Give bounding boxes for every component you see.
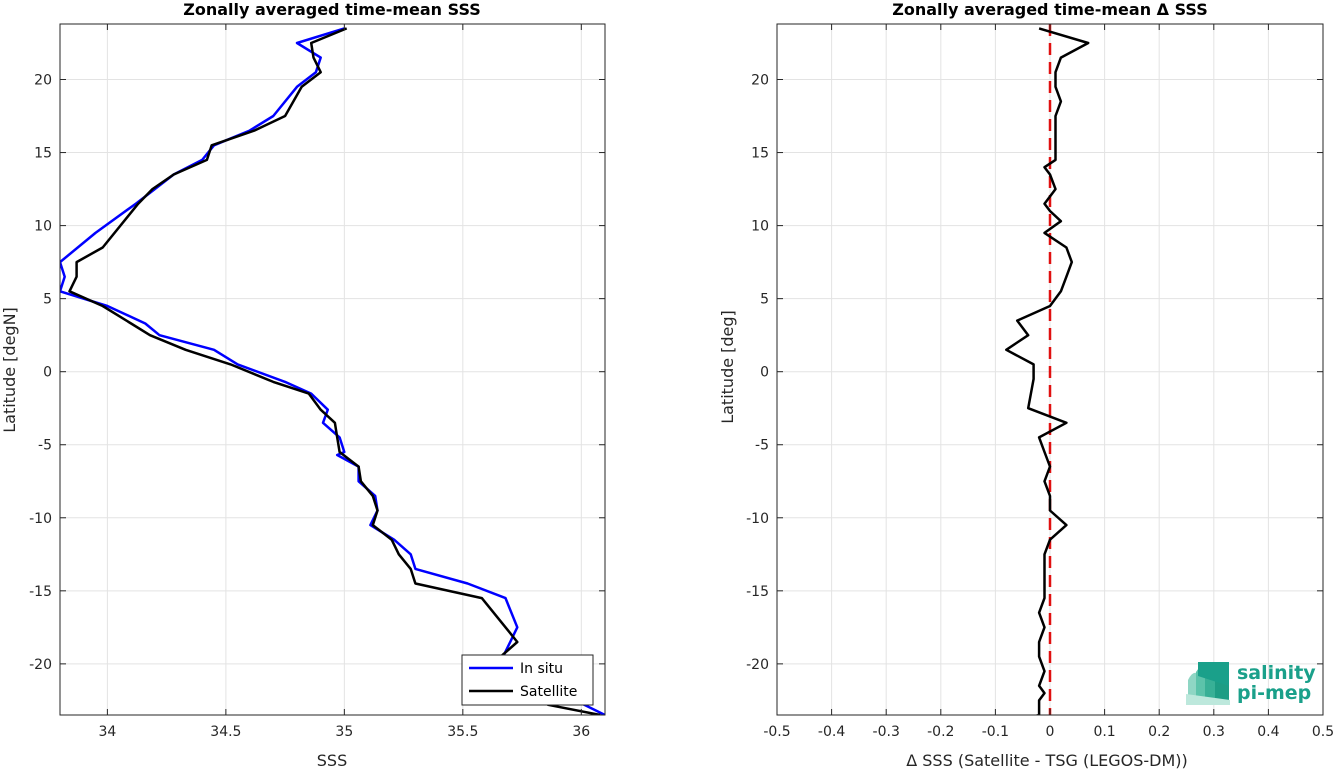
sss-y-tick-label: 20 xyxy=(34,73,52,89)
delta-y-tick-label: -5 xyxy=(755,438,769,454)
delta-x-tick-label: -0.5 xyxy=(763,724,790,740)
sss-series xyxy=(60,27,605,715)
delta-x-tick-label: -0.3 xyxy=(873,724,900,740)
delta-y-tick-label: 0 xyxy=(760,365,769,381)
salinity-pi-mep-logo: salinity pi-mep xyxy=(1186,662,1316,705)
sss-y-label: Latitude [degN] xyxy=(0,307,19,433)
sss-x-tick-label: 36 xyxy=(572,724,590,740)
sss-y-tick-label: 0 xyxy=(43,365,52,381)
logo-wave-icon xyxy=(1186,662,1230,705)
delta-series xyxy=(1005,27,1090,715)
delta-x-tick-label: 0 xyxy=(1046,724,1055,740)
delta-y-label: Latitude [deg] xyxy=(718,310,737,424)
sss-x-tick-label: 35 xyxy=(335,724,353,740)
sss-y-tick-label: -5 xyxy=(38,438,52,454)
logo-text-salinity: salinity xyxy=(1237,662,1316,684)
sss-y-tick-label: -10 xyxy=(29,511,52,527)
legend-label-satellite: Satellite xyxy=(520,684,577,700)
sss-y-tick-label: 15 xyxy=(34,146,52,162)
delta-sss-panel: -0.5 -0.4 -0.3 -0.2 -0.1 0 0.1 0.2 0.3 0.4 0.5 20 15… xyxy=(718,0,1334,769)
delta-y-tick-label: -15 xyxy=(746,584,769,600)
sss-axes-box xyxy=(59,23,606,716)
legend-box xyxy=(461,654,594,706)
sss-ticks: 34 34.5 35 35.5 36 20 15 10 5 0 -5 -10 -15 -20 xyxy=(29,24,605,740)
delta-y-tick-label: -10 xyxy=(746,511,769,527)
sss-series-line-satellite xyxy=(68,27,601,715)
delta-x-tick-label: -0.1 xyxy=(982,724,1009,740)
sss-panel: 34 34.5 35 35.5 36 20 15 10 5 0 -5 -10 -15 -20 Zonall… xyxy=(0,0,606,769)
delta-x-tick-label: 0.2 xyxy=(1148,724,1170,740)
delta-y-tick-label: -20 xyxy=(746,657,769,673)
delta-y-tick-label: 10 xyxy=(751,219,769,235)
delta-series-line-0 xyxy=(1005,27,1090,715)
delta-x-tick-label: 0.1 xyxy=(1093,724,1115,740)
sss-x-label: SSS xyxy=(317,751,347,769)
sss-x-tick-label: 34.5 xyxy=(210,724,241,740)
sss-y-tick-label: 10 xyxy=(34,219,52,235)
sss-legend: In situ Satellite xyxy=(461,654,594,706)
delta-y-tick-label: 15 xyxy=(751,146,769,162)
delta-title: Zonally averaged time-mean Δ SSS xyxy=(892,0,1208,19)
sss-y-tick-label: -15 xyxy=(29,584,52,600)
legend-label-in-situ: In situ xyxy=(520,661,563,677)
sss-plot-area xyxy=(60,24,605,715)
sss-y-tick-label: -20 xyxy=(29,657,52,673)
delta-ticks: -0.5 -0.4 -0.3 -0.2 -0.1 0 0.1 0.2 0.3 0.4 0.5 20 15… xyxy=(746,24,1334,740)
sss-x-tick-label: 34 xyxy=(98,724,116,740)
sss-title: Zonally averaged time-mean SSS xyxy=(183,0,481,19)
sss-y-tick-label: 5 xyxy=(43,292,52,308)
delta-x-tick-label: -0.2 xyxy=(927,724,954,740)
delta-y-tick-label: 20 xyxy=(751,73,769,89)
delta-x-tick-label: 0.5 xyxy=(1312,724,1334,740)
sss-x-tick-label: 35.5 xyxy=(447,724,478,740)
delta-y-tick-label: 5 xyxy=(760,292,769,308)
delta-x-label: Δ SSS (Satellite - TSG (LEGOS-DM)) xyxy=(906,751,1188,769)
logo-text-pi-mep: pi-mep xyxy=(1237,682,1311,704)
delta-x-tick-label: 0.3 xyxy=(1203,724,1225,740)
delta-x-tick-label: 0.4 xyxy=(1257,724,1279,740)
delta-x-tick-label: -0.4 xyxy=(818,724,845,740)
